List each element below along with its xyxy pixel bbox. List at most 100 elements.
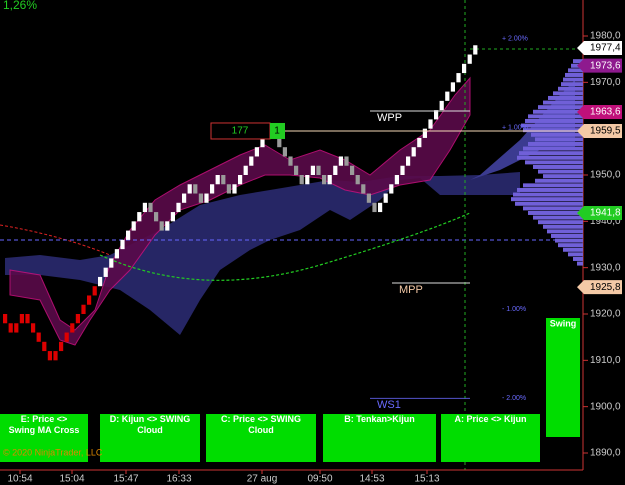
brick	[439, 100, 444, 111]
y-tick-label: 1930,0	[590, 262, 621, 273]
volume-bar	[515, 201, 583, 206]
brick	[411, 147, 416, 157]
pivot-label: WPP	[377, 112, 402, 124]
button-label[interactable]: A: Price <> Kijun	[454, 414, 526, 424]
price-marker-label: 1977,4	[590, 43, 621, 54]
volume-bar	[573, 59, 583, 64]
price-marker-label: 1959,5	[590, 126, 621, 137]
volume-bar	[513, 192, 583, 197]
y-tick-label: 1970,0	[590, 77, 621, 88]
x-tick-label: 27 aug	[247, 474, 278, 485]
brick	[114, 249, 119, 259]
brick	[215, 175, 220, 185]
brick	[406, 156, 411, 166]
brick	[294, 165, 299, 175]
button-label[interactable]: D: Kijun <> SWING Cloud	[110, 414, 191, 435]
volume-bar	[528, 141, 583, 146]
volume-bar	[535, 137, 583, 142]
volume-bar	[571, 63, 583, 68]
x-tick-label: 15:04	[59, 474, 84, 485]
button-label[interactable]: B: Tenkan>Kijun	[344, 414, 415, 424]
volume-bar	[523, 128, 583, 133]
brick	[350, 165, 355, 175]
price-marker-label: 1973,6	[590, 60, 621, 71]
x-tick-label: 14:53	[359, 474, 384, 485]
volume-bar	[538, 105, 583, 110]
brick	[148, 202, 153, 213]
brick	[299, 175, 304, 185]
brick	[126, 230, 131, 240]
brick	[198, 193, 203, 203]
volume-bar	[528, 210, 583, 215]
brick	[109, 258, 114, 268]
ma-line	[0, 224, 111, 256]
brick	[467, 54, 472, 64]
y-tick-label: 1980,0	[590, 31, 621, 42]
brick	[434, 110, 439, 120]
brick	[14, 323, 19, 333]
brick	[428, 119, 433, 129]
brick	[394, 175, 399, 185]
order-count: 1	[274, 126, 280, 137]
brick	[366, 193, 371, 203]
brick	[103, 267, 108, 277]
brick	[378, 202, 383, 213]
button[interactable]	[441, 414, 540, 462]
volume-bar	[538, 169, 583, 174]
brick	[59, 341, 64, 352]
y-tick-label: 1910,0	[590, 355, 621, 366]
volume-bar	[568, 252, 583, 257]
brick	[282, 147, 287, 157]
button[interactable]	[323, 414, 436, 462]
volume-bar	[517, 155, 583, 160]
brick	[159, 221, 164, 231]
button-label[interactable]: C: Price <> SWING Cloud	[221, 414, 301, 435]
brick	[154, 212, 159, 222]
brick	[210, 184, 215, 194]
cloud	[5, 172, 520, 335]
brick	[260, 137, 265, 148]
brick	[98, 276, 103, 287]
volume-bar	[533, 164, 583, 169]
brick	[176, 202, 181, 213]
brick	[92, 286, 97, 296]
y-tick-label: 1940,0	[590, 216, 621, 227]
volume-bar	[523, 206, 583, 211]
button-label[interactable]: E: Price <> Swing MA Cross	[9, 414, 80, 435]
brick	[42, 341, 47, 352]
volume-bar	[517, 187, 583, 192]
percent-label: - 1.00%	[502, 306, 526, 313]
brick	[187, 184, 192, 194]
brick	[310, 165, 315, 175]
brick	[254, 147, 259, 157]
button[interactable]	[206, 414, 316, 462]
volume-bar	[538, 220, 583, 225]
brick	[344, 156, 349, 166]
price-marker-label: 1941,8	[590, 208, 621, 219]
volume-bar	[533, 215, 583, 220]
volume-bar	[563, 247, 583, 252]
brick	[81, 304, 86, 314]
brick	[450, 82, 455, 92]
y-tick-label: 1900,0	[590, 401, 621, 412]
volume-bar	[561, 82, 583, 87]
volume-bar	[523, 146, 583, 151]
brick	[131, 221, 136, 231]
volume-bar	[519, 151, 583, 156]
price-marker	[577, 280, 622, 295]
button[interactable]	[100, 414, 200, 462]
swing-block	[546, 318, 580, 437]
brick	[8, 323, 13, 333]
button[interactable]	[0, 414, 88, 462]
brick	[355, 175, 360, 185]
brick	[75, 314, 80, 324]
volume-bar	[551, 233, 583, 238]
brick	[243, 165, 248, 175]
volume-bar	[577, 261, 583, 266]
brick	[25, 314, 30, 324]
brick	[462, 63, 467, 74]
percent-label: + 1.00%	[502, 125, 528, 132]
volume-bar	[548, 95, 583, 100]
price-marker-label: 1925,8	[590, 282, 621, 293]
volume-bar	[528, 114, 583, 119]
